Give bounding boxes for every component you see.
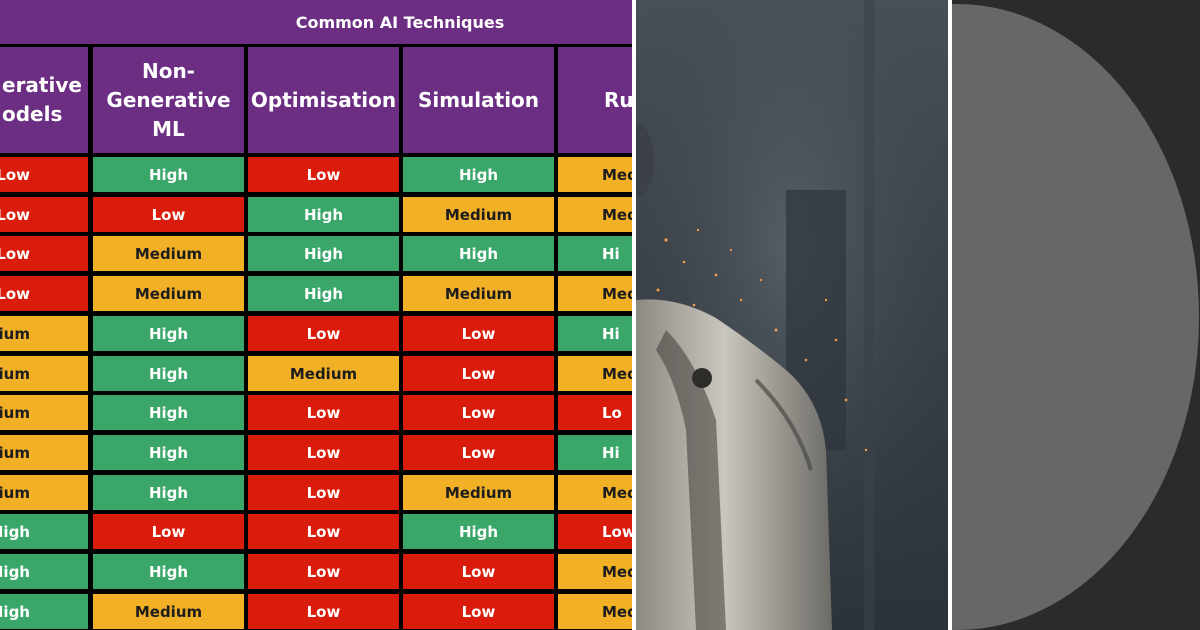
table-cell: High <box>403 236 554 271</box>
robot-shoulder-illustration <box>636 0 948 630</box>
table-cell: Medium <box>93 236 244 271</box>
table-cell: High <box>93 435 244 470</box>
table-cell: Medium <box>93 276 244 311</box>
table-cell: Low <box>93 514 244 549</box>
table-cell: Hi <box>558 316 632 351</box>
table-cell: High <box>93 554 244 589</box>
grey-circle-graphic <box>952 4 1199 630</box>
circle-graphic-panel <box>952 0 1200 630</box>
table-cell: Med <box>558 594 632 629</box>
table-cell: Medium <box>403 197 554 232</box>
table-cell: Low <box>248 157 399 192</box>
table-cell: Low <box>248 435 399 470</box>
table-cell: Low <box>0 157 88 192</box>
table-title-bar: Common AI Techniques <box>0 0 632 44</box>
table-cell: High <box>93 475 244 510</box>
table-cell: High <box>403 157 554 192</box>
robot-arm-joint <box>656 330 726 630</box>
table-cell: High <box>93 316 244 351</box>
table-cell: edium <box>0 475 88 510</box>
table-cell: Low <box>558 514 632 549</box>
table-cell: Med <box>558 197 632 232</box>
table-cell: High <box>0 594 88 629</box>
table-cell: edium <box>0 395 88 430</box>
table-cell: Hi <box>558 236 632 271</box>
table-cell: High <box>0 514 88 549</box>
table-cell: Medium <box>403 475 554 510</box>
table-cell: Low <box>403 316 554 351</box>
table-cell: Low <box>248 395 399 430</box>
column-header: Optimisation <box>248 47 399 153</box>
table-cell: Low <box>248 514 399 549</box>
table-cell: Med <box>558 554 632 589</box>
ai-techniques-table: Common AI Techniques erative odels Non- G… <box>0 0 632 630</box>
table-cell: Medium <box>93 594 244 629</box>
table-cell: edium <box>0 356 88 391</box>
table-cell: Med <box>558 356 632 391</box>
table-cell: Low <box>403 395 554 430</box>
table-cell: Medium <box>403 276 554 311</box>
table-cell: High <box>403 514 554 549</box>
table-cell: edium <box>0 435 88 470</box>
table-cell: Low <box>403 435 554 470</box>
table-cell: High <box>248 236 399 271</box>
table-cell: Low <box>403 554 554 589</box>
table-cell: High <box>248 197 399 232</box>
table-cell: Med <box>558 475 632 510</box>
table-cell: Lo <box>558 395 632 430</box>
table-cell: High <box>248 276 399 311</box>
table-title: Common AI Techniques <box>295 12 505 32</box>
table-cell: High <box>93 395 244 430</box>
table-cell: Low <box>248 554 399 589</box>
table-cell: Low <box>93 197 244 232</box>
table-cell: Low <box>248 316 399 351</box>
table-cell: Hi <box>558 435 632 470</box>
table-cell: Low <box>403 594 554 629</box>
table-cell: Low <box>0 236 88 271</box>
table-cell: Low <box>0 276 88 311</box>
sparks <box>656 228 868 452</box>
table-cell: High <box>93 356 244 391</box>
column-header: erative odels <box>0 47 88 153</box>
table-cell: Low <box>248 475 399 510</box>
table-cell: Low <box>0 197 88 232</box>
panel-divider <box>632 0 636 630</box>
robot-head <box>636 124 654 196</box>
table-cell: Medium <box>248 356 399 391</box>
table-cell: Low <box>248 594 399 629</box>
column-header: Ru <box>558 47 632 153</box>
column-header: Simulation <box>403 47 554 153</box>
background-pillar <box>864 0 874 630</box>
column-header: Non- Generative ML <box>93 47 244 153</box>
robot-photo <box>636 0 948 630</box>
table-cell: High <box>0 554 88 589</box>
table-cell: Low <box>403 356 554 391</box>
table-cell: edium <box>0 316 88 351</box>
panel-divider <box>948 0 952 630</box>
table-cell: High <box>93 157 244 192</box>
table-cell: Med <box>558 276 632 311</box>
table-cell: Med <box>558 157 632 192</box>
robot-bolt <box>692 368 712 388</box>
